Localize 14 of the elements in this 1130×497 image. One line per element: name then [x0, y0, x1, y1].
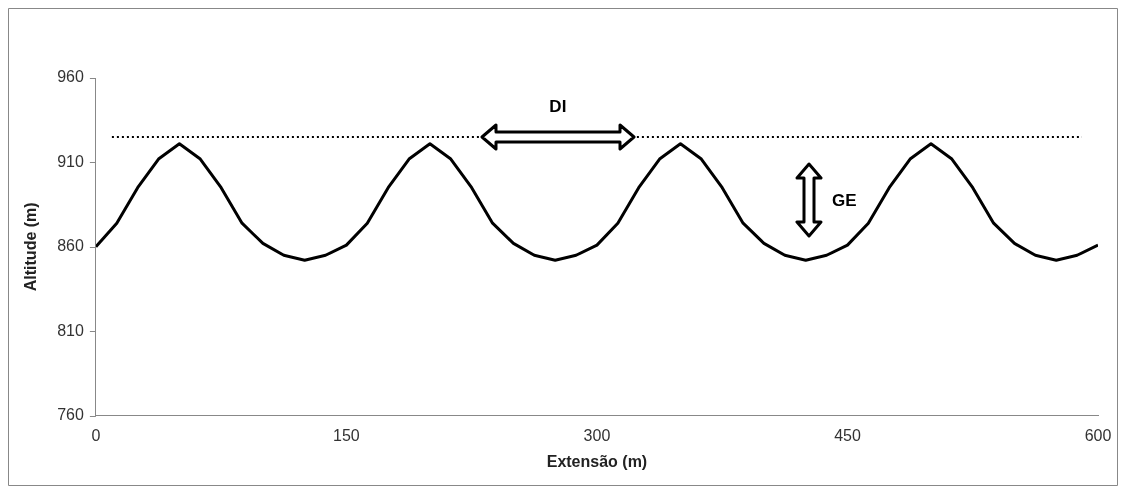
x-tick-label: 150 — [333, 426, 360, 444]
y-tick-label: 810 — [57, 321, 84, 339]
y-tick-label: 910 — [57, 152, 84, 170]
annotation: GE — [832, 190, 857, 210]
x-tick-label: 450 — [834, 426, 861, 444]
y-axis-title: Altitude (m) — [22, 202, 40, 292]
x-tick-label: 0 — [91, 426, 101, 444]
annotation: DI — [549, 96, 567, 116]
y-tick-label: 860 — [57, 237, 84, 255]
x-axis-title: Extensão (m) — [546, 452, 648, 470]
y-tick-label: 960 — [57, 68, 84, 86]
y-tick-label: 760 — [57, 406, 84, 424]
x-tick-label: 300 — [583, 426, 611, 444]
x-tick-label: 600 — [1084, 426, 1112, 444]
